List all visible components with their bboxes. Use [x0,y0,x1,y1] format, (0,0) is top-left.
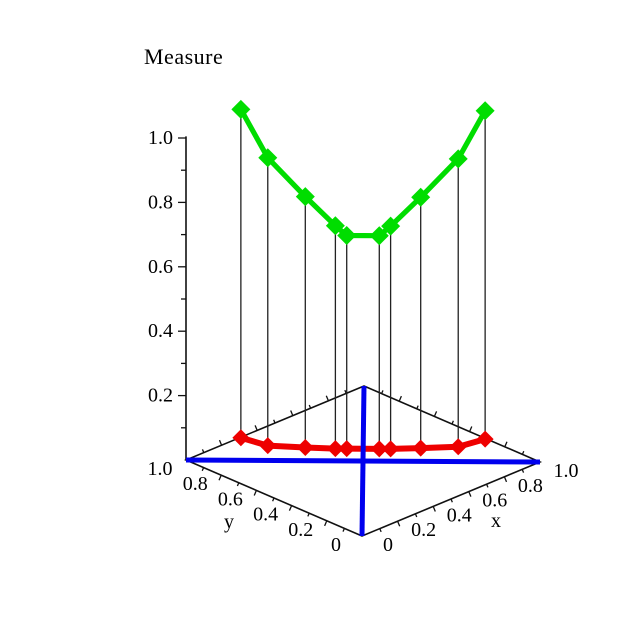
svg-text:0: 0 [331,534,341,556]
svg-text:0.6: 0.6 [148,256,173,278]
svg-text:0.4: 0.4 [447,504,472,526]
svg-text:0.4: 0.4 [148,320,173,342]
svg-text:0.6: 0.6 [482,490,507,512]
svg-text:0.2: 0.2 [148,385,173,407]
x-axis-labels: 0 0.2 0.4 0.6 0.8 1.0 x [383,460,579,556]
svg-text:0.4: 0.4 [253,504,278,526]
base-curve-series [232,429,494,458]
x-axis-title: x [491,510,501,532]
y-axis-title: y [224,511,234,533]
z-axis-title: Measure [144,44,224,69]
svg-text:1.0: 1.0 [148,458,173,480]
z-axis [178,136,187,460]
drop-lines [240,109,486,449]
svg-text:0.8: 0.8 [148,191,173,213]
diagonal-lines [185,385,541,537]
svg-text:1.0: 1.0 [148,127,173,149]
z-axis-tick-labels: 0.2 0.4 0.6 0.8 1.0 [148,127,173,407]
measure-curve-series [231,99,495,246]
svg-text:0.6: 0.6 [218,488,243,510]
svg-text:0.2: 0.2 [411,519,436,541]
svg-text:0.2: 0.2 [288,519,313,541]
svg-text:1.0: 1.0 [554,460,579,482]
y-axis-labels: 1.0 0.8 0.6 0.4 0.2 0 y [148,458,342,556]
svg-text:0: 0 [383,534,393,556]
svg-text:0.8: 0.8 [183,473,208,495]
svg-text:0.8: 0.8 [518,475,543,497]
